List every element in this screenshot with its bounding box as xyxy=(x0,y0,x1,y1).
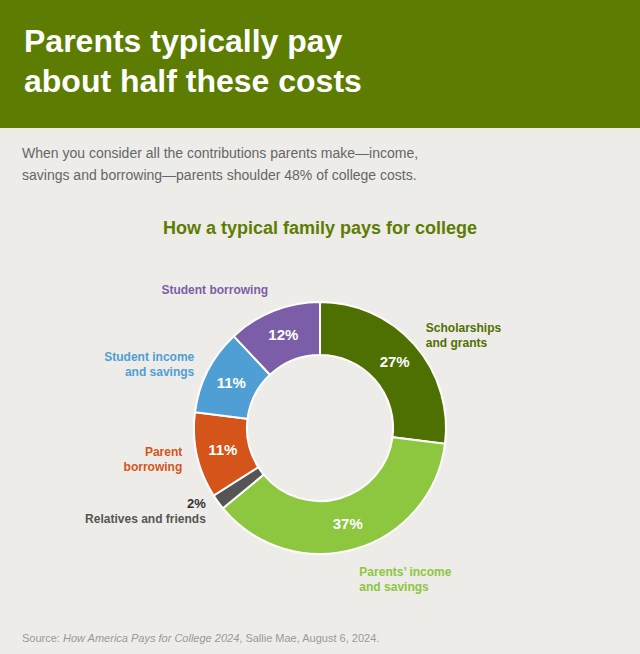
category-label-line: and grants xyxy=(426,336,488,350)
header-line: Parents typically pay xyxy=(24,23,343,59)
data-label: 11% xyxy=(217,374,246,391)
category-label-line: Scholarships xyxy=(426,321,502,335)
intro-text: When you consider all the contributions … xyxy=(22,145,418,183)
slice xyxy=(194,412,258,495)
category-label: Parentborrowing xyxy=(124,445,183,474)
chart-title: How a typical family pays for college xyxy=(163,218,477,238)
chart: Parents typically pay about half these co… xyxy=(0,0,640,654)
chart-container: Parents typically pay about half these co… xyxy=(0,0,640,654)
header-line: about half these costs xyxy=(24,63,362,99)
slice xyxy=(223,437,445,554)
data-label: 27% xyxy=(380,353,410,370)
data-label: 11% xyxy=(208,441,237,458)
background xyxy=(0,0,640,654)
category-label-line: Relatives and friends xyxy=(85,512,206,526)
source-plain: Source: xyxy=(22,632,63,644)
source-italic: How America Pays for College 2024 xyxy=(63,632,239,644)
category-label-line: and savings xyxy=(359,580,429,594)
category-label-line: Student income xyxy=(104,350,194,364)
source-rest: , Sallie Mae, August 6, 2024. xyxy=(239,632,379,644)
category-label-line: and savings xyxy=(125,365,195,379)
category-label-line: Student borrowing xyxy=(161,283,268,297)
category-label-line: Parents’ income xyxy=(359,565,451,579)
category-label: Parents’ incomeand savings xyxy=(359,565,451,594)
category-label: Scholarshipsand grants xyxy=(426,321,502,350)
slices xyxy=(194,302,446,554)
data-label: 37% xyxy=(333,515,363,532)
category-label: Relatives and friends xyxy=(85,512,206,526)
header-text: Parents typically pay about half these co… xyxy=(24,23,362,99)
data-label: 12% xyxy=(268,326,298,343)
source-text: Source: How America Pays for College 202… xyxy=(22,632,379,644)
category-label: Student incomeand savings xyxy=(104,350,194,379)
category-label-line: Parent xyxy=(145,445,182,459)
intro-line: savings and borrowing—parents shoulder 4… xyxy=(22,167,417,183)
header-banner xyxy=(0,0,640,128)
intro-line: When you consider all the contributions … xyxy=(22,145,418,161)
slice xyxy=(234,302,320,375)
labels: 27% Scholarshipsand grants 37% Parents’ inc… xyxy=(85,283,501,594)
category-label: Student borrowing xyxy=(161,283,268,297)
category-label-line: borrowing xyxy=(124,460,183,474)
data-label: 2% xyxy=(187,496,206,511)
